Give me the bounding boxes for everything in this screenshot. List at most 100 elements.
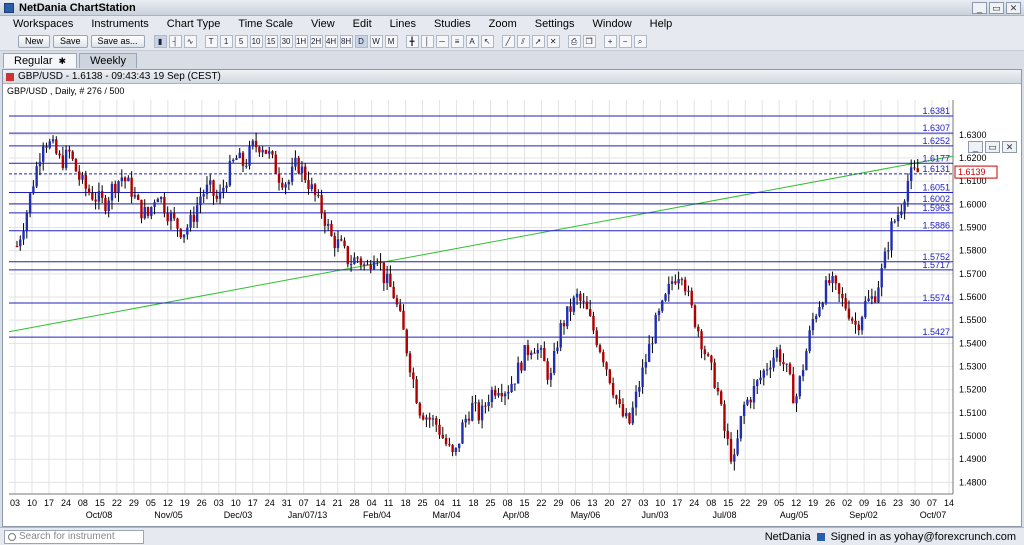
x-tick-label: 18 xyxy=(469,498,479,508)
period-5[interactable]: 5 xyxy=(234,35,248,48)
candle-body xyxy=(212,180,215,196)
period-30[interactable]: 30 xyxy=(279,35,293,48)
candle-body xyxy=(444,438,448,445)
x-tick-label: 24 xyxy=(689,498,699,508)
y-tick-label: 1.4900 xyxy=(959,454,987,464)
period-1[interactable]: 1 xyxy=(219,35,233,48)
period-m[interactable]: M xyxy=(384,35,398,48)
candle-body xyxy=(389,273,392,287)
x-tick-label: 22 xyxy=(112,498,122,508)
period-d[interactable]: D xyxy=(354,35,368,48)
candle-body xyxy=(71,151,74,159)
x-tick-label: 21 xyxy=(333,498,343,508)
period-w[interactable]: W xyxy=(369,35,383,48)
chart-close-button[interactable]: ✕ xyxy=(1002,141,1017,153)
period-t[interactable]: T xyxy=(204,35,218,48)
candle-body xyxy=(769,367,772,370)
x-month-label: Oct/07 xyxy=(920,510,947,520)
save-as-button[interactable]: Save as... xyxy=(90,35,145,48)
period-1h[interactable]: 1H xyxy=(294,35,308,48)
bar-chart-icon[interactable]: ┤ xyxy=(168,35,182,48)
period-4h[interactable]: 4H xyxy=(324,35,338,48)
text-icon[interactable]: A xyxy=(465,35,479,48)
close-button[interactable]: ✕ xyxy=(1006,2,1021,14)
print-icon[interactable]: ⎙ xyxy=(567,35,581,48)
candle-body xyxy=(192,214,196,222)
candle-body xyxy=(870,296,874,299)
menu-edit[interactable]: Edit xyxy=(352,18,372,30)
tab-weekly[interactable]: Weekly xyxy=(79,53,137,68)
price-chart[interactable]: GBP/USD , Daily, # 276 / 500 03 10 17 24 08 1… xyxy=(3,84,1021,526)
candle-body xyxy=(454,447,458,452)
menu-chart-type[interactable]: Chart Type xyxy=(166,18,221,30)
menu-workspaces[interactable]: Workspaces xyxy=(13,18,74,30)
zoom-in-icon[interactable]: + xyxy=(603,35,617,48)
x-tick-label: 03 xyxy=(214,498,224,508)
fibonacci-icon[interactable]: ≡ xyxy=(450,35,464,48)
chart-minimize-button[interactable]: _ xyxy=(968,141,983,153)
tab-weekly-label: Weekly xyxy=(90,55,126,67)
save-button[interactable]: Save xyxy=(53,35,88,48)
channel-icon[interactable]: ⫽ xyxy=(516,35,530,48)
copy-icon[interactable]: ❐ xyxy=(582,35,596,48)
candle-body xyxy=(552,351,556,374)
restore-button[interactable]: ▭ xyxy=(989,2,1004,14)
candle-body xyxy=(61,155,65,169)
menu-settings[interactable]: Settings xyxy=(534,18,575,30)
candle-body xyxy=(828,280,831,284)
candle-body xyxy=(382,262,386,284)
candle-body xyxy=(723,404,726,431)
x-tick-label: 15 xyxy=(723,498,733,508)
candle-body xyxy=(720,391,723,405)
candle-body xyxy=(51,139,55,142)
candle-chart-icon[interactable]: ▮ xyxy=(153,35,167,48)
period-2h[interactable]: 2H xyxy=(309,35,323,48)
candle-body xyxy=(74,158,78,172)
period-10[interactable]: 10 xyxy=(249,35,263,48)
menu-time-scale[interactable]: Time Scale xyxy=(238,18,294,30)
x-tick-label: 22 xyxy=(740,498,750,508)
new-button[interactable]: New xyxy=(18,35,51,48)
candle-body xyxy=(91,192,94,200)
delete-drawing-icon[interactable]: ✕ xyxy=(546,35,560,48)
candle-body xyxy=(117,181,120,193)
zoom-reset-icon[interactable]: ⌕ xyxy=(633,35,647,48)
zoom-out-icon[interactable]: − xyxy=(618,35,632,48)
y-tick-label: 1.4800 xyxy=(959,477,987,487)
candle-body xyxy=(867,298,870,302)
close-tab-icon[interactable]: ✱ xyxy=(58,56,67,66)
menu-lines[interactable]: Lines xyxy=(389,18,416,30)
crosshair-icon[interactable]: ╋ xyxy=(405,35,419,48)
x-tick-label: 03 xyxy=(638,498,648,508)
x-tick-label: 07 xyxy=(299,498,309,508)
period-8h[interactable]: 8H xyxy=(339,35,353,48)
vertical-line-icon[interactable]: │ xyxy=(420,35,434,48)
candle-body xyxy=(107,200,110,212)
candle-body xyxy=(120,177,124,182)
menu-window[interactable]: Window xyxy=(592,18,632,30)
menu-help[interactable]: Help xyxy=(649,18,673,30)
arrow-icon[interactable]: ➚ xyxy=(531,35,545,48)
trendline-icon[interactable]: ╱ xyxy=(501,35,515,48)
candle-body xyxy=(585,301,589,310)
chart-restore-button[interactable]: ▭ xyxy=(985,141,1000,153)
horizontal-line-icon[interactable]: ─ xyxy=(435,35,449,48)
candle-body xyxy=(579,293,582,301)
period-15[interactable]: 15 xyxy=(264,35,278,48)
menu-instruments[interactable]: Instruments xyxy=(91,18,149,30)
candle-body xyxy=(64,149,68,169)
cursor-icon[interactable]: ↖ xyxy=(480,35,494,48)
minimize-button[interactable]: _ xyxy=(972,2,987,14)
menu-studies[interactable]: Studies xyxy=(433,18,471,30)
line-chart-icon[interactable]: ∿ xyxy=(183,35,197,48)
instrument-search-input[interactable]: Search for instrument xyxy=(4,530,144,544)
tab-regular[interactable]: Regular ✱ xyxy=(3,53,78,68)
candle-body xyxy=(251,140,255,147)
y-tick-label: 1.6200 xyxy=(959,153,987,163)
menu-zoom[interactable]: Zoom xyxy=(488,18,517,30)
candle-body xyxy=(834,275,838,284)
candle-body xyxy=(490,389,494,402)
menu-view[interactable]: View xyxy=(311,18,335,30)
candle-body xyxy=(268,151,271,154)
level-label: 1.5574 xyxy=(922,293,950,303)
